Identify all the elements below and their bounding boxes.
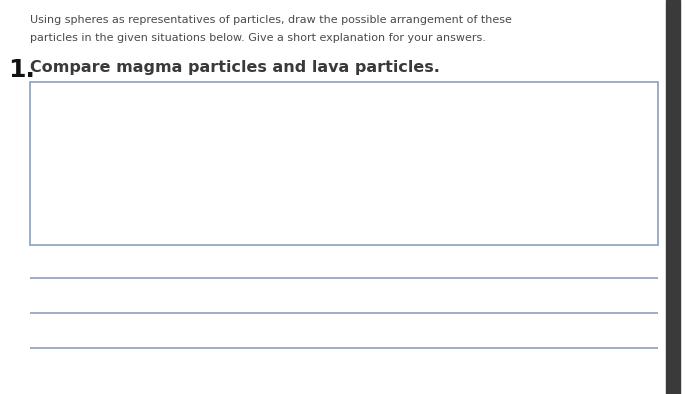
Text: Compare magma particles and lava particles.: Compare magma particles and lava particl… xyxy=(30,60,440,75)
Text: Using spheres as representatives of particles, draw the possible arrangement of : Using spheres as representatives of part… xyxy=(30,15,512,25)
Text: particles in the given situations below. Give a short explanation for your answe: particles in the given situations below.… xyxy=(30,33,486,43)
Text: 1.: 1. xyxy=(8,58,35,82)
Bar xyxy=(666,0,680,394)
Bar xyxy=(30,82,658,245)
